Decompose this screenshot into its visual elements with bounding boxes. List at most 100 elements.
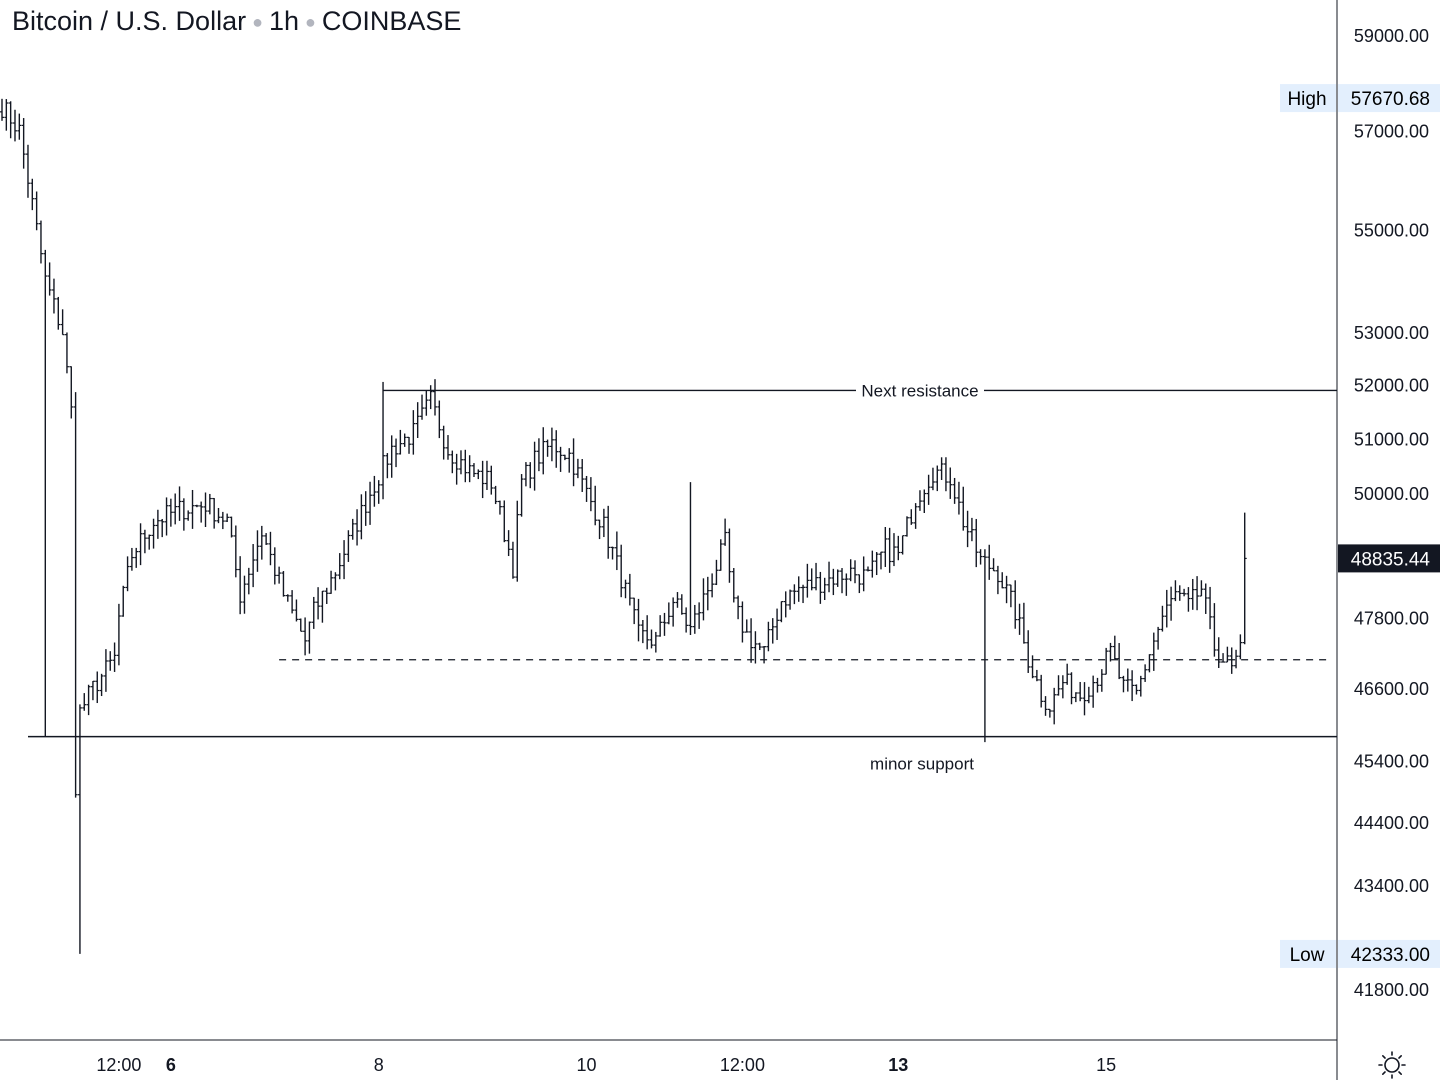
ohlc-bar xyxy=(887,527,892,573)
price-axis[interactable]: 59000.00 57000.00 55000.00 53000.00 52000.00… xyxy=(1354,26,1429,1000)
settings-icon[interactable] xyxy=(1378,1051,1406,1079)
ohlc-bar xyxy=(844,573,849,596)
ohlc-bar xyxy=(502,500,507,543)
ohlc-bar xyxy=(454,453,459,485)
ohlc-bar xyxy=(398,429,403,455)
ohlc-bar xyxy=(1008,584,1013,608)
ohlc-bar xyxy=(1043,696,1048,716)
last-price-tag: 48835.44 xyxy=(1338,544,1440,573)
ohlc-bar xyxy=(69,366,74,419)
ohlc-bar xyxy=(1199,580,1204,597)
ohlc-bar xyxy=(177,486,182,521)
ohlc-bar xyxy=(731,568,736,603)
ohlc-bar xyxy=(194,504,199,508)
ohlc-bar xyxy=(73,392,78,798)
ohlc-bar xyxy=(350,518,355,540)
ohlc-bar xyxy=(601,508,606,538)
ohlc-bar xyxy=(142,529,147,554)
ohlc-bar xyxy=(1138,675,1143,697)
title-separator-dot: ● xyxy=(305,12,316,33)
ohlc-bar xyxy=(878,551,883,570)
ohlc-bar xyxy=(653,631,658,653)
ohlc-bar xyxy=(463,449,468,483)
ohlc-bar xyxy=(121,585,126,617)
ohlc-bar xyxy=(913,503,918,529)
ohlc-bar xyxy=(259,525,264,560)
ohlc-bar xyxy=(303,617,308,656)
ohlc-bar xyxy=(753,631,758,664)
ohlc-bar xyxy=(164,497,169,536)
ohlc-bar xyxy=(943,457,948,492)
price-tick-label: 41800.00 xyxy=(1354,980,1429,1000)
ohlc-bar xyxy=(160,518,165,538)
ohlc-bar xyxy=(965,510,970,548)
ohlc-bar xyxy=(1082,682,1087,716)
ohlc-bar xyxy=(125,556,130,592)
ohlc-bar xyxy=(285,594,290,602)
ohlc-bar xyxy=(930,467,935,491)
ohlc-bar xyxy=(1004,575,1009,604)
ohlc-bar xyxy=(948,467,953,499)
ohlc-bar xyxy=(710,573,715,598)
ohlc-bar xyxy=(619,544,624,598)
time-axis[interactable]: 12:00 6 8 10 12:00 13 15 xyxy=(96,1055,1116,1075)
interval-label[interactable]: 1h xyxy=(268,6,299,36)
ohlc-bar xyxy=(86,684,91,716)
resistance-line[interactable]: Next resistance xyxy=(383,381,1337,400)
ohlc-bar xyxy=(818,571,823,604)
price-tag-title: High xyxy=(1287,89,1326,110)
ohlc-bar xyxy=(853,560,858,584)
ohlc-bar xyxy=(493,485,498,505)
ohlc-bar xyxy=(575,458,580,479)
ohlc-bar xyxy=(1030,655,1035,679)
ohlc-bar xyxy=(532,441,537,491)
ohlc-bar xyxy=(476,469,481,480)
price-tick-label: 47800.00 xyxy=(1354,609,1429,629)
ohlc-bar xyxy=(904,516,909,537)
symbol-name: Bitcoin / U.S. Dollar xyxy=(12,6,247,36)
ohlc-bar xyxy=(246,567,251,595)
ohlc-bar xyxy=(264,533,269,545)
ohlc-bar xyxy=(770,618,775,644)
ohlc-bar xyxy=(632,597,637,625)
ohlc-bar xyxy=(1143,664,1148,682)
last-price-value: 48835.44 xyxy=(1351,549,1431,570)
price-tick-label: 45400.00 xyxy=(1354,751,1429,771)
ohlc-bar xyxy=(1190,578,1195,610)
ohlc-bar xyxy=(935,465,940,492)
ohlc-bar xyxy=(788,589,793,610)
ohlc-bar xyxy=(597,519,602,540)
ohlc-bar xyxy=(861,556,866,592)
ohlc-bar xyxy=(346,530,351,562)
ohlc-bar xyxy=(814,562,819,591)
support-line[interactable]: minor support xyxy=(28,735,1337,774)
ohlc-bar xyxy=(1130,670,1135,702)
ohlc-bar xyxy=(744,619,749,633)
ohlc-bar xyxy=(324,587,329,604)
ohlc-bar xyxy=(385,453,390,479)
ohlc-bar xyxy=(922,489,927,514)
ohlc-bar xyxy=(1195,576,1200,611)
ohlc-bar xyxy=(866,566,870,572)
ohlc-bar xyxy=(342,540,347,580)
ohlc-bar xyxy=(1234,649,1239,669)
ohlc-bar xyxy=(21,118,26,169)
ohlc-bar xyxy=(277,566,282,584)
ohlc-bar xyxy=(420,394,425,420)
ohlc-bar xyxy=(290,590,295,614)
ohlc-bar xyxy=(316,587,321,620)
price-tick-label: 59000.00 xyxy=(1354,26,1429,46)
ohlc-bar xyxy=(437,400,442,439)
ohlc-bar xyxy=(281,571,286,597)
ohlc-bar xyxy=(801,584,806,604)
ohlc-bar xyxy=(17,113,22,140)
ohlc-bar xyxy=(623,579,628,599)
ohlc-bar xyxy=(181,498,186,531)
ohlc-bar xyxy=(714,559,719,586)
ohlc-bar xyxy=(848,559,853,582)
ohlc-bar xyxy=(1216,637,1221,669)
ohlc-bar xyxy=(1186,587,1191,612)
ohlc-bar xyxy=(411,410,416,455)
ohlc-bar xyxy=(822,577,827,600)
